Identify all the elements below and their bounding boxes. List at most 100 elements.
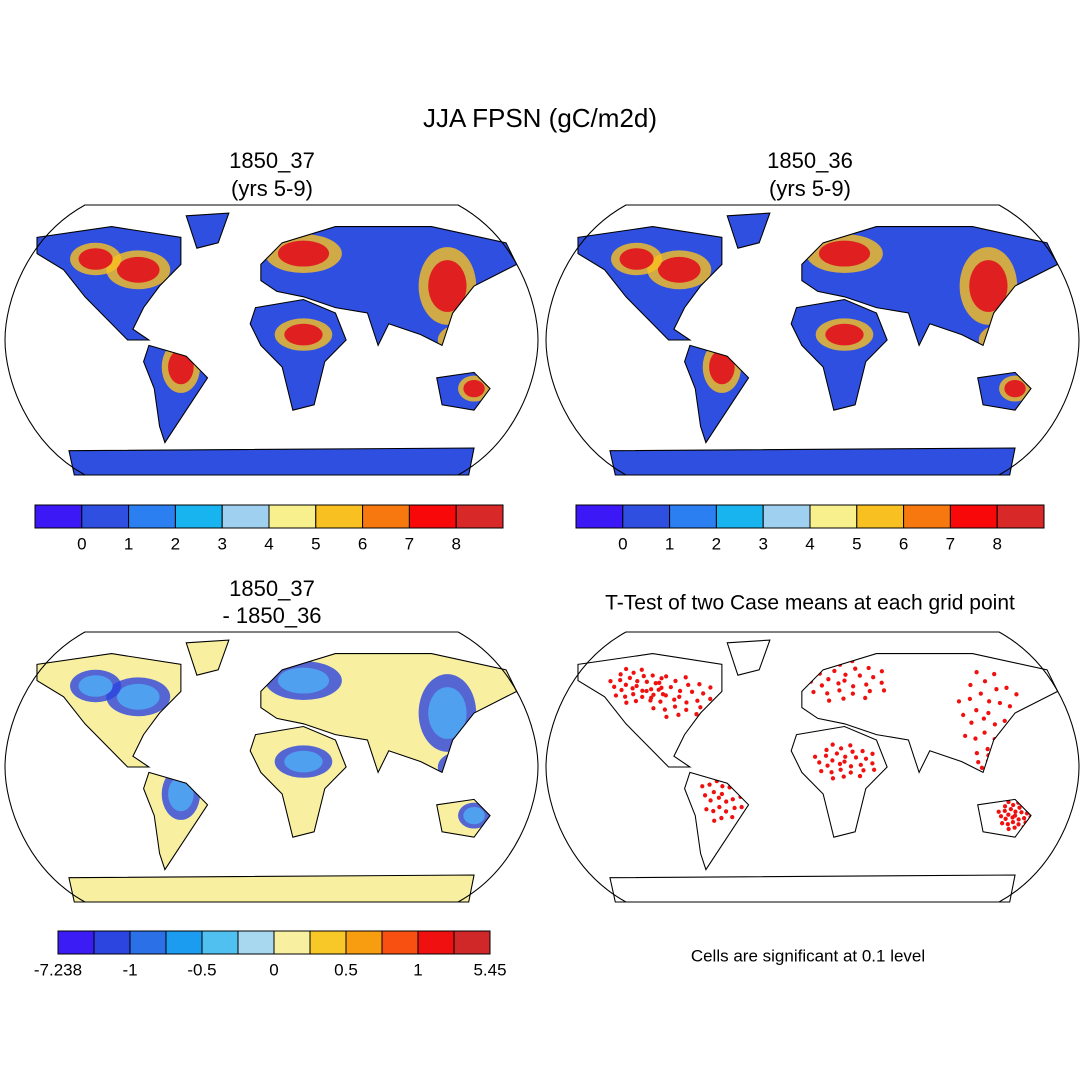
- map-patch: [116, 683, 160, 710]
- colorbar-label: 6: [358, 534, 367, 553]
- colorbar-label: 7: [946, 534, 955, 553]
- significant-cell: [664, 674, 669, 679]
- significant-cell: [648, 687, 654, 692]
- colorbar-label: 1: [413, 960, 422, 979]
- significant-cell: [730, 797, 735, 802]
- colorbar-box: [129, 930, 167, 955]
- colorbar-box: [34, 504, 83, 529]
- significant-cell: [956, 699, 962, 704]
- map-patch: [277, 240, 330, 267]
- significant-cell: [870, 761, 875, 766]
- significant-cell: [1014, 692, 1019, 697]
- significant-cell: [676, 712, 681, 718]
- significant-cell: [863, 695, 868, 701]
- significant-cell: [842, 759, 847, 764]
- significant-cell: [668, 684, 673, 690]
- significant-cell: [633, 698, 639, 704]
- significant-cell: [848, 743, 853, 748]
- significant-cell: [1019, 810, 1024, 815]
- significant-cell: [644, 679, 649, 684]
- significant-cell: [841, 774, 846, 779]
- map-patch: [463, 806, 485, 825]
- map-patch: [116, 256, 160, 283]
- significant-cell: [850, 684, 856, 689]
- significant-cell: [961, 712, 966, 718]
- colorbar-box: [381, 930, 419, 955]
- colorbar-box: [237, 930, 275, 955]
- significant-cell: [1002, 808, 1007, 814]
- significant-cell: [1012, 825, 1017, 830]
- significant-cell: [659, 685, 664, 690]
- significant-cell: [823, 753, 829, 758]
- significant-cell: [1013, 809, 1018, 814]
- colorbar-label: 0: [269, 960, 278, 979]
- significant-cell: [982, 730, 987, 735]
- significant-cell: [708, 685, 713, 690]
- significant-cell: [848, 764, 854, 769]
- colorbar-label: 5: [852, 534, 861, 553]
- figure-title: JJA FPSN (gC/m2d): [423, 103, 657, 133]
- significant-cell: [1011, 802, 1016, 808]
- colorbar-box: [345, 930, 383, 955]
- significant-cell: [644, 688, 649, 694]
- significant-cell: [720, 784, 725, 789]
- significant-cell: [979, 765, 985, 770]
- significant-cell: [848, 770, 853, 775]
- significant-cell: [994, 687, 999, 692]
- significant-cell: [623, 682, 629, 687]
- significant-cell: [992, 671, 997, 677]
- map-patch: [78, 248, 113, 270]
- significant-cell: [708, 798, 713, 803]
- panel-title: 1850_37: [229, 148, 315, 173]
- significant-cell: [843, 672, 848, 677]
- map-patch: [168, 349, 194, 385]
- significant-cell: [829, 770, 834, 775]
- map: [545, 204, 1080, 476]
- significant-cell: [716, 795, 722, 800]
- colorbar-box: [315, 504, 364, 529]
- significant-cell: [618, 677, 623, 683]
- colorbar-label: 4: [264, 534, 273, 553]
- significant-cell: [695, 698, 700, 703]
- colorbar-box: [128, 504, 176, 529]
- colorbar-box: [949, 504, 998, 529]
- map-patch: [709, 349, 735, 385]
- colorbar-box: [362, 504, 410, 529]
- map-patch: [463, 379, 485, 398]
- significant-cell: [630, 686, 635, 691]
- colorbar-box: [309, 930, 347, 955]
- map-patch: [168, 776, 194, 812]
- colorbar-label: 3: [758, 534, 767, 553]
- significant-cell: [853, 755, 859, 760]
- significant-cell: [825, 763, 830, 768]
- significant-cell: [986, 699, 992, 704]
- significant-cell: [700, 784, 705, 789]
- colorbar-box: [174, 504, 223, 529]
- colorbar-label: 5.45: [473, 960, 506, 979]
- significant-cell: [812, 754, 818, 759]
- colorbar-box: [762, 504, 811, 529]
- significant-cell: [992, 722, 998, 727]
- significant-cell: [974, 708, 979, 713]
- colorbar-label: 0: [77, 534, 86, 553]
- significant-cell: [1007, 704, 1013, 709]
- significant-cell: [631, 692, 636, 697]
- significant-cell: [830, 758, 835, 763]
- significant-cell: [998, 814, 1004, 819]
- colorbar-box: [81, 504, 130, 529]
- map-patch: [277, 667, 330, 694]
- colorbar-label: 1: [124, 534, 133, 553]
- significant-cell: [857, 773, 863, 779]
- significant-cell: [837, 688, 842, 693]
- significant-cell: [724, 799, 729, 804]
- map-patch: [1004, 379, 1026, 398]
- colorbar-box: [201, 930, 239, 955]
- significant-cell: [677, 694, 682, 699]
- colorbar-label: 3: [217, 534, 226, 553]
- colorbar-label: -0.5: [187, 960, 216, 979]
- significant-cell: [832, 668, 837, 674]
- significant-cell: [866, 665, 871, 671]
- significant-cell: [701, 691, 706, 696]
- significant-cell: [1002, 804, 1008, 809]
- significant-cell: [672, 704, 678, 709]
